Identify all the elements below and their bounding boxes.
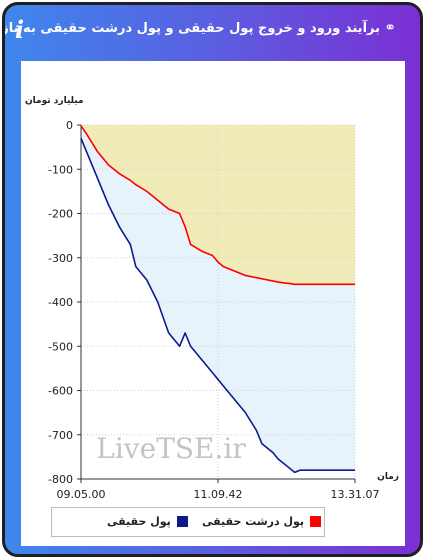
legend-swatch-big-real-money: [310, 516, 322, 527]
chart-card: برآیند ورود و خروج پول حقیقی و پول درشت …: [2, 2, 423, 557]
y-tick-label-2: -200: [48, 208, 73, 221]
y-tick-label-7: -700: [48, 429, 73, 442]
area-above-big-real-money: [81, 125, 355, 285]
y-axis-title: میلیارد تومان: [25, 96, 84, 106]
chart-title: برآیند ورود و خروج پول حقیقی و پول درشت …: [2, 21, 380, 36]
x-axis-title: زمان: [377, 472, 399, 482]
y-tick-label-5: -500: [48, 340, 73, 353]
legend-swatch-real-money: [176, 516, 188, 527]
x-tick-label-0: 09.05.00: [57, 488, 106, 501]
y-tick-label-1: -100: [48, 163, 73, 176]
chart-panel: 0 -100 -200 -300 -400 -500 -600 -700 -800 09.05.0…: [21, 61, 405, 546]
x-tick-label-2: 13.31.07: [331, 488, 380, 501]
link-icon[interactable]: ⚭: [384, 20, 396, 36]
info-icon[interactable]: i: [15, 15, 25, 44]
legend-label-big-real-money: پول درشت حقیقی: [202, 515, 305, 528]
legend-item-real-money: پول حقیقی: [107, 515, 188, 528]
x-tick-label-1: 11.09.42: [194, 488, 243, 501]
watermark-text: LiveTSE.ir: [96, 432, 246, 465]
card-header: برآیند ورود و خروج پول حقیقی و پول درشت …: [5, 5, 420, 61]
series-line-big-real-money: [80, 125, 355, 286]
legend-label-real-money: پول حقیقی: [107, 515, 171, 528]
y-tick-label-3: -300: [48, 252, 73, 265]
line-chart: 0 -100 -200 -300 -400 -500 -600 -700 -800 09.05.0…: [25, 96, 399, 501]
y-tick-label-8: -800: [48, 473, 73, 486]
legend-item-big-real-money: پول درشت حقیقی: [202, 515, 322, 528]
y-tick-label-6: -600: [48, 385, 73, 398]
series-line-real-money: [80, 137, 355, 474]
y-tick-label-0: 0: [66, 119, 73, 132]
y-tick-label-4: -400: [48, 296, 73, 309]
legend: پول حقیقی پول درشت حقیقی: [51, 507, 325, 537]
